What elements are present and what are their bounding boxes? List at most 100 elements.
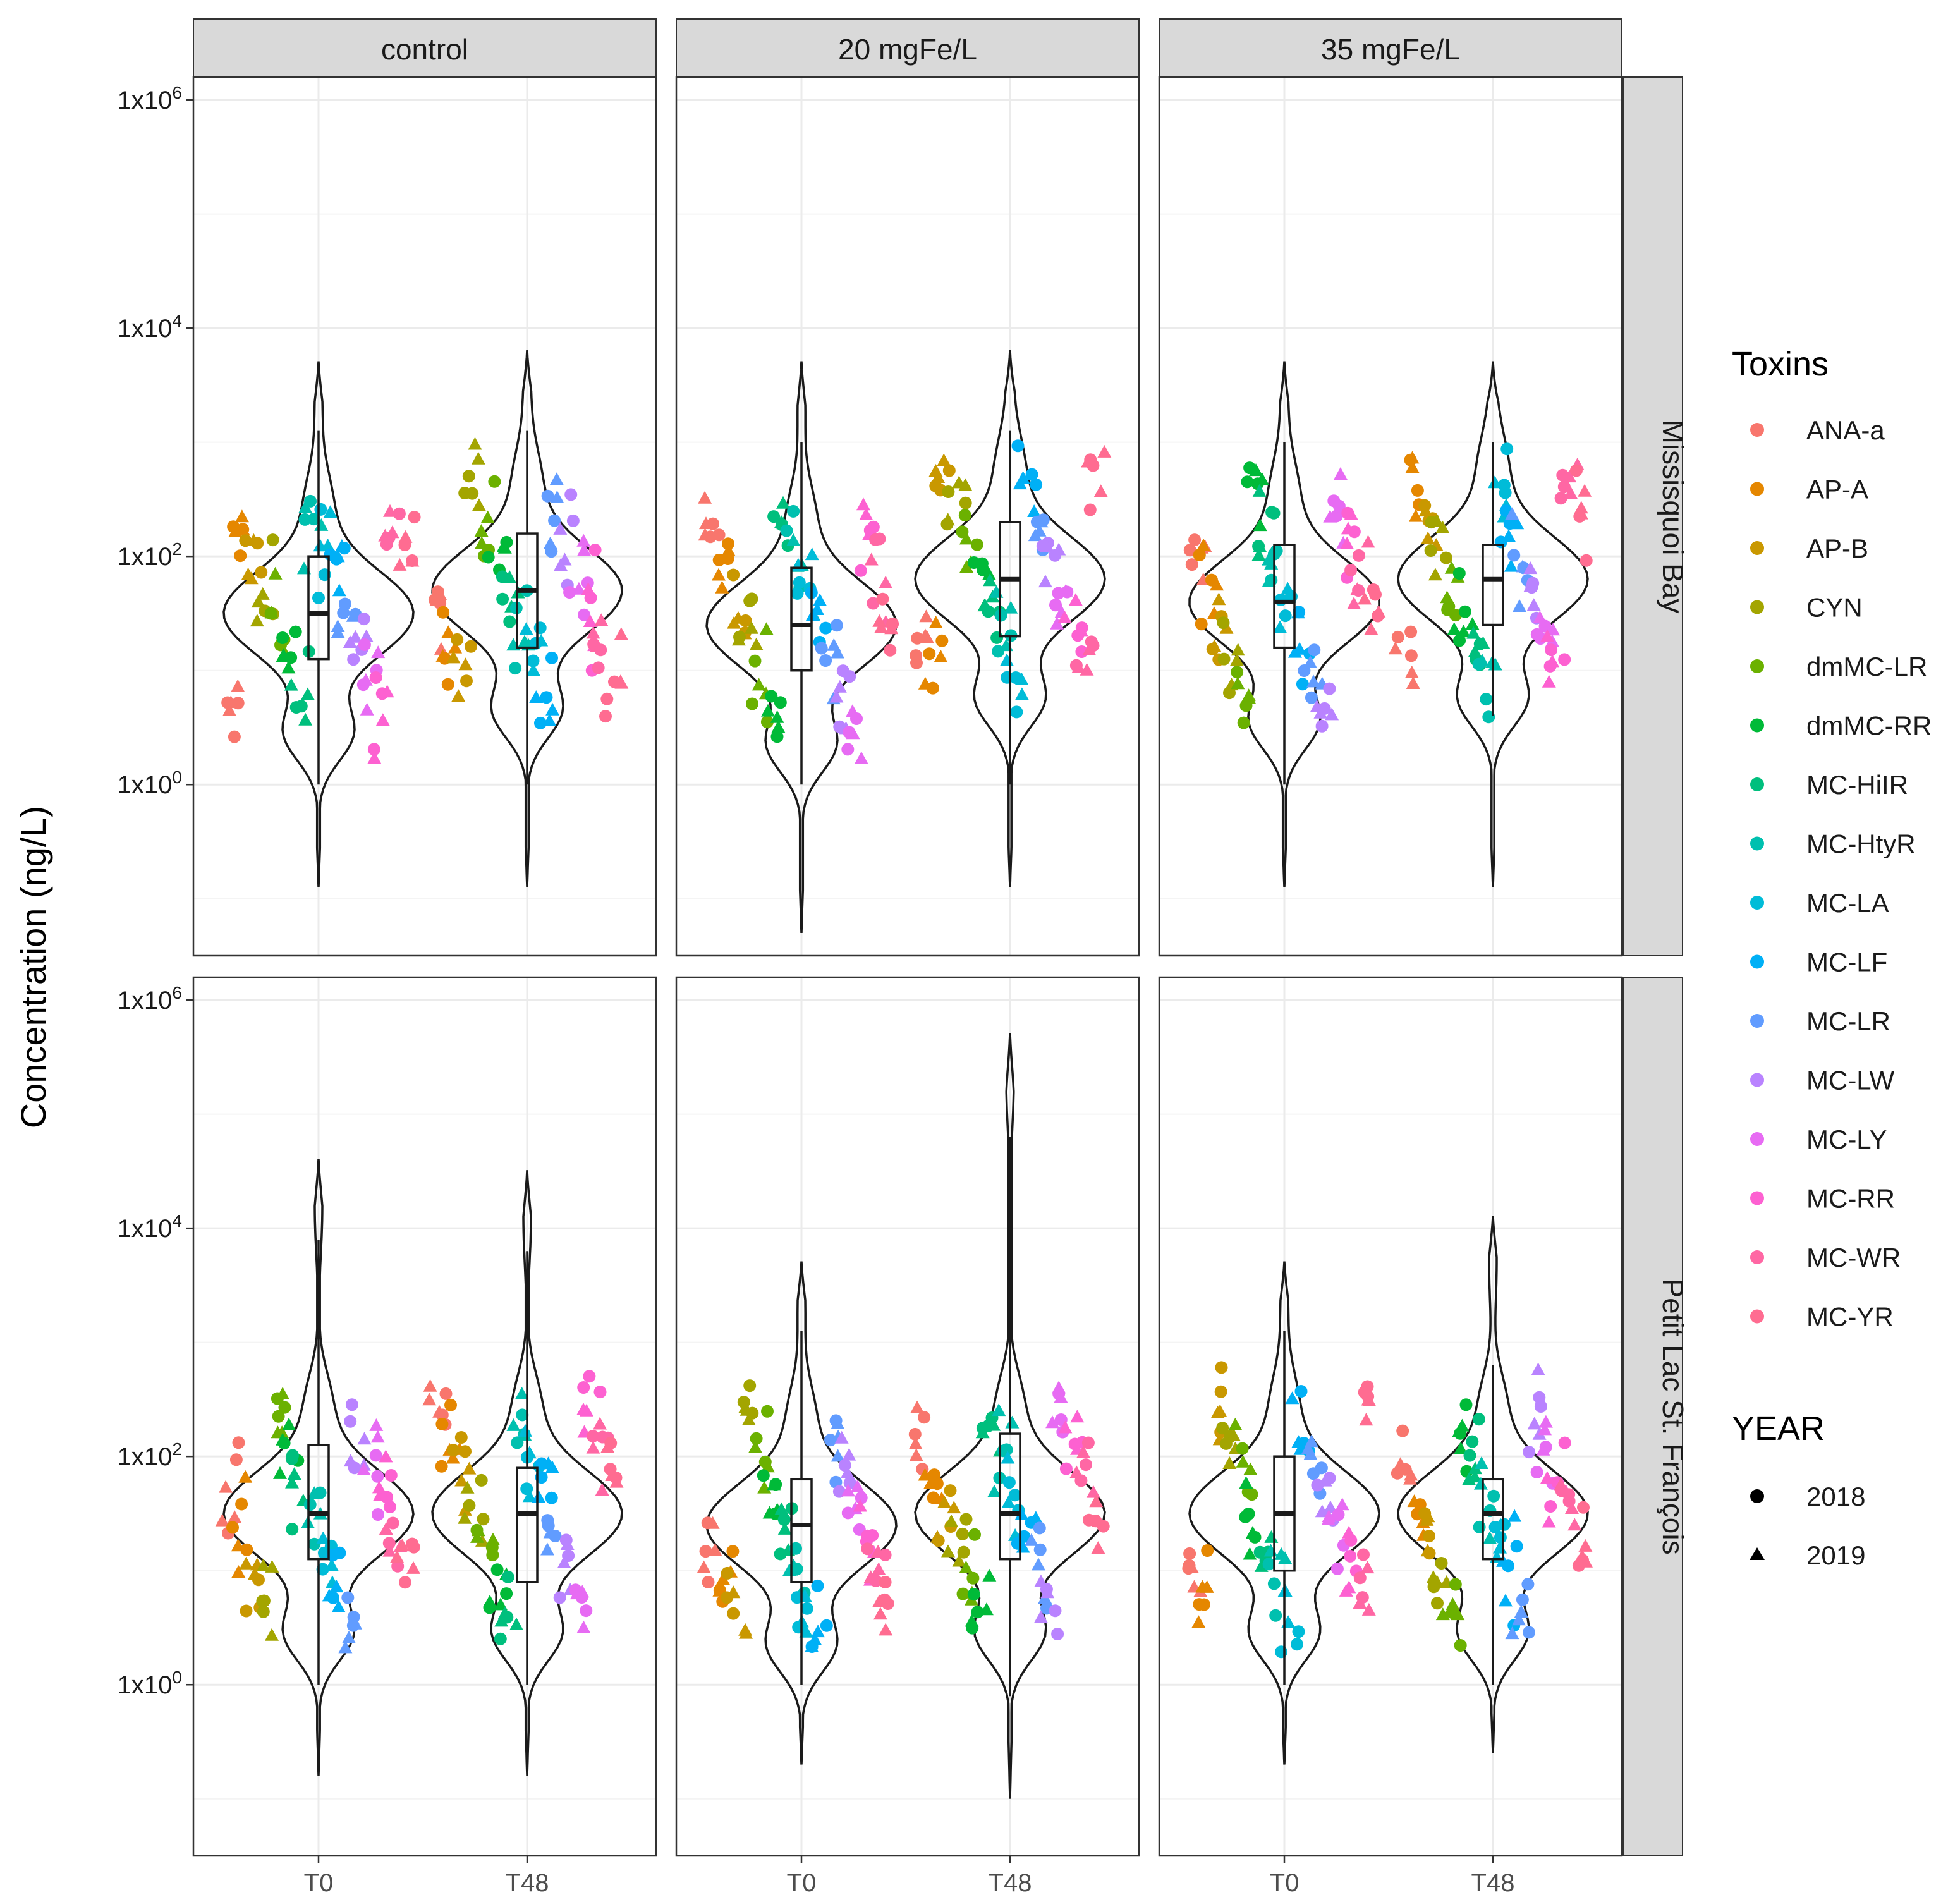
point <box>1083 503 1097 516</box>
point <box>480 510 495 523</box>
point <box>471 451 485 465</box>
point <box>1523 1626 1535 1639</box>
point <box>379 1449 393 1463</box>
legend-label: ANA-a <box>1806 415 1885 445</box>
point <box>934 649 948 662</box>
point <box>383 504 397 517</box>
point <box>1236 1442 1249 1455</box>
point <box>526 663 540 676</box>
point <box>1573 509 1586 523</box>
point <box>586 626 600 639</box>
panel-background <box>676 77 1139 956</box>
point <box>1243 1547 1257 1560</box>
point <box>545 702 560 716</box>
panel-border <box>675 976 1140 1857</box>
point <box>1009 671 1023 684</box>
point <box>740 1403 754 1416</box>
point <box>956 1527 969 1540</box>
point <box>957 1545 970 1559</box>
point <box>312 591 325 604</box>
point <box>1049 599 1062 612</box>
point <box>697 1560 711 1573</box>
strip-label-35mgfe: 35 mgFe/L <box>1321 33 1460 66</box>
point <box>1216 1422 1229 1435</box>
point <box>1480 693 1493 706</box>
point <box>930 1530 945 1543</box>
point <box>959 1560 973 1573</box>
point <box>422 1393 437 1406</box>
legend-label: MC-HiIR <box>1806 770 1908 800</box>
point <box>482 551 495 564</box>
point <box>272 1410 285 1423</box>
point <box>593 1417 607 1430</box>
point <box>941 1544 955 1558</box>
point <box>1201 1544 1214 1557</box>
point <box>841 1484 855 1497</box>
x-tick-labels: T0 T48 T0 T48 T0 T48 <box>304 1869 1515 1897</box>
point <box>923 1476 938 1489</box>
legend: Toxins ANA-a AP-A AP-B CYN dmMC-LR dmMC-RR MC-… <box>1732 345 1932 1570</box>
legend-label: MC-LF <box>1806 948 1887 977</box>
panel-border <box>192 976 657 1857</box>
point <box>1488 475 1502 489</box>
box <box>790 566 813 672</box>
point <box>251 537 264 550</box>
point <box>1311 1478 1324 1492</box>
point <box>516 1408 529 1422</box>
points-T0 <box>215 1387 420 1654</box>
point <box>322 1588 336 1602</box>
point <box>831 645 844 659</box>
y-tick-labels: 1x100 1x102 1x104 1x106 1x100 1x102 1x104 1x106 <box>118 83 193 1699</box>
point <box>937 1495 952 1508</box>
point <box>1323 682 1336 695</box>
point <box>289 701 303 714</box>
point <box>1087 639 1100 652</box>
strip-label-20mgfe: 20 mgFe/L <box>838 33 977 66</box>
point <box>1325 707 1339 721</box>
point <box>752 678 766 691</box>
point <box>976 1422 989 1435</box>
point <box>982 1568 997 1582</box>
legend-swatch-icon <box>1750 1191 1764 1205</box>
legend-label: MC-LR <box>1806 1006 1890 1036</box>
point <box>1359 1413 1373 1426</box>
point <box>550 490 564 503</box>
point <box>780 524 793 537</box>
point <box>471 1523 485 1537</box>
point <box>1323 509 1337 523</box>
violin-T0 <box>705 1261 898 1765</box>
point <box>774 696 787 709</box>
point <box>447 1444 460 1457</box>
point <box>437 606 450 619</box>
point <box>1267 1577 1281 1590</box>
point <box>872 1562 886 1575</box>
point <box>375 713 390 726</box>
point <box>737 1396 750 1409</box>
point <box>983 573 997 587</box>
point <box>1061 585 1074 599</box>
point <box>1472 657 1485 671</box>
point <box>1554 492 1567 505</box>
point <box>824 1434 837 1447</box>
panel <box>675 976 1140 1863</box>
point <box>698 528 712 541</box>
point <box>1580 554 1593 567</box>
point <box>451 633 464 646</box>
point <box>583 614 597 627</box>
point <box>553 521 568 535</box>
point <box>1033 1610 1048 1623</box>
point <box>1391 630 1404 643</box>
point <box>542 714 557 726</box>
point <box>451 689 466 702</box>
point <box>859 507 873 520</box>
point <box>423 1379 437 1392</box>
point <box>1082 1513 1095 1527</box>
point <box>715 580 729 594</box>
point <box>1523 1446 1536 1459</box>
point <box>529 637 542 650</box>
point <box>928 464 943 477</box>
point <box>255 587 270 600</box>
point <box>600 1440 615 1453</box>
point <box>992 1403 1006 1417</box>
point <box>712 528 726 542</box>
